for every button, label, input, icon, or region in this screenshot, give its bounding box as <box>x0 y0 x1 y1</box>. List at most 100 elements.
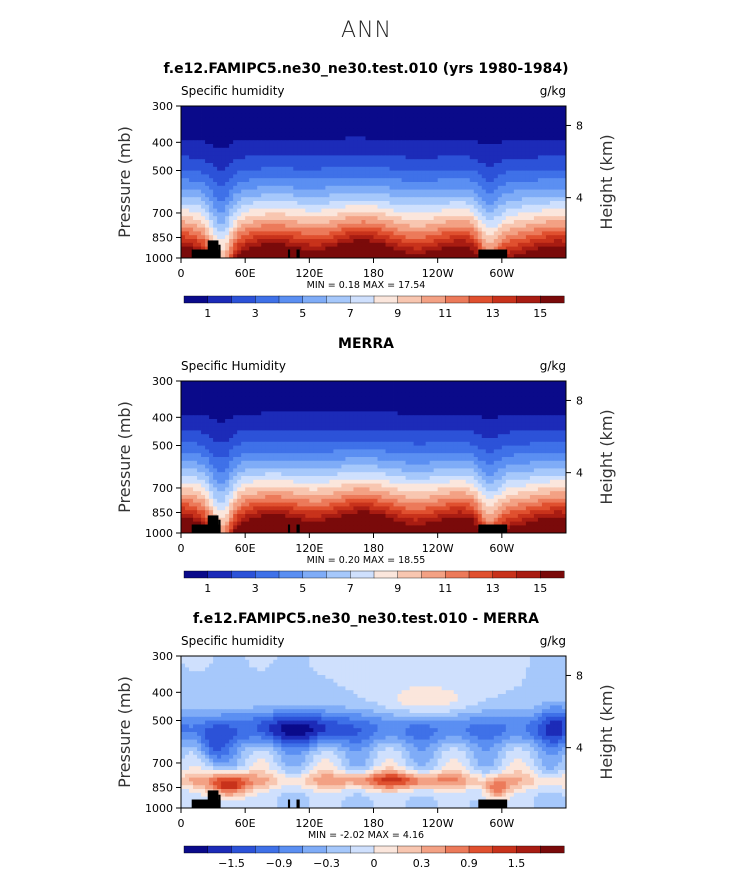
field-cell <box>457 182 463 187</box>
field-cell <box>189 189 194 194</box>
field-cell <box>245 208 250 213</box>
field-cell <box>413 193 419 198</box>
field-cell <box>261 155 266 160</box>
field-cell <box>545 227 551 232</box>
field-cell <box>345 400 350 405</box>
field-cell <box>241 174 246 179</box>
field-cell <box>433 400 439 405</box>
field-cell <box>429 113 435 118</box>
field-cell <box>249 140 254 145</box>
field-cell <box>193 419 198 424</box>
field-cell <box>389 170 394 175</box>
field-cell <box>217 403 222 408</box>
field-cell <box>277 396 282 401</box>
field-cell <box>261 136 266 141</box>
field-cell <box>561 163 567 168</box>
field-cell <box>501 419 507 424</box>
field-cell <box>537 144 543 149</box>
field-cell <box>301 242 306 247</box>
field-cell <box>513 128 519 133</box>
field-cell <box>325 403 330 408</box>
field-cell <box>421 201 427 206</box>
field-cell <box>445 250 451 255</box>
field-cell <box>521 159 527 164</box>
colorbar-swatch <box>255 295 280 304</box>
field-cell <box>457 106 463 111</box>
field-cell <box>261 422 266 427</box>
field-cell <box>297 170 302 175</box>
field-cell <box>513 182 519 187</box>
field-cell <box>445 170 451 175</box>
field-cell <box>217 212 222 217</box>
field-cell <box>221 140 226 145</box>
field-cell <box>257 128 262 133</box>
field-cell <box>257 144 262 149</box>
field-cell <box>457 144 463 149</box>
field-cell <box>261 254 266 259</box>
field-cell <box>217 411 222 416</box>
field-cell <box>273 208 278 213</box>
field-cell <box>489 242 495 247</box>
field-cell <box>521 197 527 202</box>
field-cell <box>541 121 547 126</box>
field-cell <box>381 407 386 412</box>
field-cell <box>253 415 258 420</box>
field-cell <box>437 231 443 236</box>
field-cell <box>249 159 254 164</box>
field-cell <box>237 392 242 397</box>
field-cell <box>337 170 342 175</box>
field-cell <box>509 144 515 149</box>
field-cell <box>265 193 270 198</box>
field-cell <box>369 403 374 408</box>
field-cell <box>505 212 511 217</box>
field-cell <box>489 128 495 133</box>
field-cell <box>317 254 322 259</box>
field-cell <box>501 174 507 179</box>
field-cell <box>193 239 198 244</box>
field-cell <box>217 201 222 206</box>
field-cell <box>237 151 242 156</box>
field-cell <box>189 197 194 202</box>
field-cell <box>441 235 447 240</box>
field-cell <box>393 125 398 130</box>
field-cell <box>349 197 354 202</box>
field-cell <box>213 144 218 149</box>
field-cell <box>213 381 218 386</box>
field-cell <box>461 250 467 255</box>
field-cell <box>365 155 370 160</box>
field-cell <box>509 403 515 408</box>
field-cell <box>189 254 194 259</box>
field-cell <box>305 140 310 145</box>
field-cell <box>349 125 354 130</box>
field-cell <box>417 189 423 194</box>
field-cell <box>397 193 402 198</box>
field-cell <box>493 185 499 190</box>
field-cell <box>425 411 431 416</box>
field-cell <box>453 216 459 221</box>
field-cell <box>353 212 358 217</box>
field-cell <box>341 220 346 225</box>
field-cell <box>537 392 543 397</box>
field-cell <box>425 147 431 152</box>
field-cell <box>413 231 419 236</box>
field-cell <box>409 407 414 412</box>
field-cell <box>373 231 378 236</box>
field-cell <box>257 242 262 247</box>
field-cell <box>425 415 431 420</box>
field-cell <box>253 125 258 130</box>
field-cell <box>549 246 555 251</box>
field-cell <box>249 422 254 427</box>
field-cell <box>489 407 495 412</box>
field-cell <box>369 223 374 228</box>
field-cell <box>497 231 503 236</box>
field-cell <box>225 193 230 198</box>
field-cell <box>241 155 246 160</box>
field-cell <box>213 121 218 126</box>
field-cell <box>361 400 366 405</box>
field-cell <box>529 411 535 416</box>
field-cell <box>421 392 427 397</box>
field-cell <box>385 411 390 416</box>
field-cell <box>345 178 350 183</box>
field-cell <box>497 125 503 130</box>
field-cell <box>417 223 423 228</box>
